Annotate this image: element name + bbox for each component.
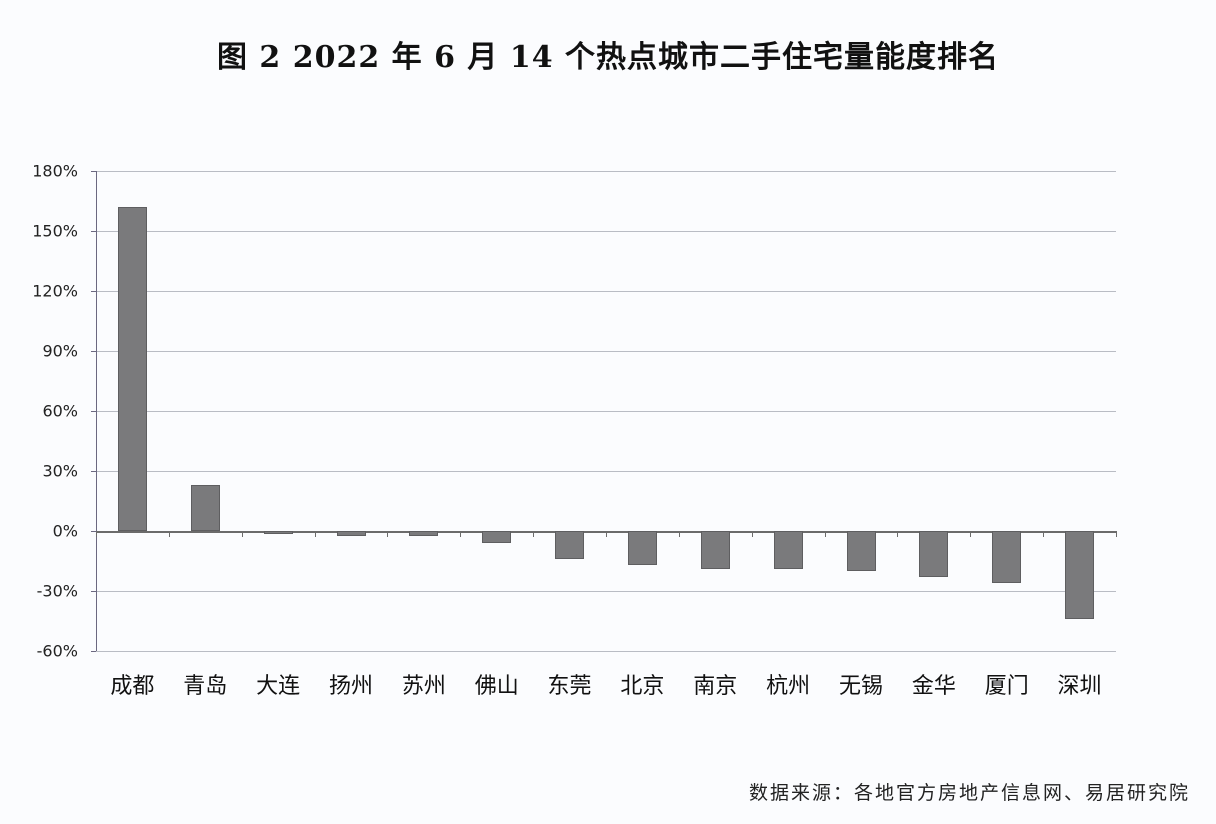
x-tick-label: 佛山 — [474, 674, 519, 699]
bar-青岛 — [190, 485, 220, 531]
gridline — [96, 591, 1116, 592]
x-tick — [387, 531, 389, 537]
gridline — [96, 351, 1116, 352]
y-tick-label: 120% — [32, 281, 78, 301]
x-tick — [678, 531, 680, 537]
y-tick-label: 180% — [32, 161, 78, 181]
bar-杭州 — [773, 531, 803, 569]
x-tick-label: 杭州 — [766, 674, 811, 699]
x-tick — [606, 531, 607, 537]
x-tick — [168, 531, 170, 537]
y-tick-label: -30% — [36, 581, 78, 601]
x-tick — [96, 531, 97, 537]
y-tick — [91, 351, 96, 352]
x-tick-label: 东莞 — [547, 674, 592, 699]
y-tick-label: 0% — [52, 521, 78, 541]
x-tick — [1116, 531, 1117, 537]
bar-佛山 — [482, 531, 512, 543]
bar-大连 — [263, 531, 293, 534]
bar-金华 — [919, 531, 949, 577]
x-tick — [751, 531, 753, 537]
x-tick-label: 金华 — [911, 674, 956, 699]
x-tick — [897, 531, 899, 537]
x-tick-label: 苏州 — [401, 674, 446, 699]
x-tick-label: 青岛 — [183, 674, 228, 699]
gridline — [96, 291, 1116, 292]
gridline — [96, 231, 1116, 232]
bar-深圳 — [1065, 531, 1095, 619]
y-tick-label: -60% — [36, 641, 78, 661]
y-tick-label: 30% — [42, 461, 78, 481]
x-tick — [1043, 531, 1045, 537]
y-tick — [91, 171, 96, 172]
y-tick-label: 150% — [32, 221, 78, 241]
x-tick-label: 北京 — [620, 674, 665, 699]
bar-北京 — [627, 531, 657, 565]
y-tick — [91, 471, 96, 472]
x-tick-label: 成都 — [110, 674, 155, 699]
x-tick-label: 无锡 — [838, 674, 883, 699]
bar-扬州 — [336, 531, 366, 536]
bar-成都 — [117, 207, 147, 531]
bar-厦门 — [992, 531, 1022, 583]
x-tick — [824, 531, 826, 537]
plot-area — [91, 171, 1117, 652]
x-tick — [241, 531, 243, 537]
data-source-note: 数据来源：各地官方房地产信息网、易居研究院 — [748, 782, 1190, 804]
y-tick — [91, 231, 96, 232]
gridline — [96, 471, 1116, 472]
y-tick — [91, 291, 96, 292]
bar-南京 — [700, 531, 730, 569]
x-tick-label: 南京 — [693, 674, 738, 699]
y-tick — [91, 531, 96, 532]
chart-title: 图 2 2022 年 6 月 14 个热点城市二手住宅量能度排名 — [216, 40, 1000, 75]
x-tick-label: 扬州 — [328, 674, 373, 699]
y-tick-label: 90% — [42, 341, 78, 361]
gridline — [96, 171, 1116, 172]
bar-无锡 — [846, 531, 876, 571]
x-tick-label: 深圳 — [1057, 674, 1102, 699]
x-tick-label: 厦门 — [984, 674, 1029, 699]
y-tick — [91, 591, 96, 592]
bar-苏州 — [409, 531, 439, 536]
gridline — [96, 411, 1116, 412]
y-tick — [91, 651, 96, 652]
x-tick — [970, 531, 972, 537]
x-tick — [533, 531, 535, 537]
bar-东莞 — [555, 531, 585, 559]
y-tick — [91, 411, 96, 412]
x-tick — [460, 531, 462, 537]
y-axis — [96, 171, 97, 651]
x-tick-label: 大连 — [256, 674, 301, 699]
y-tick-label: 60% — [42, 401, 78, 421]
x-tick — [314, 531, 316, 537]
gridline — [96, 651, 1116, 652]
